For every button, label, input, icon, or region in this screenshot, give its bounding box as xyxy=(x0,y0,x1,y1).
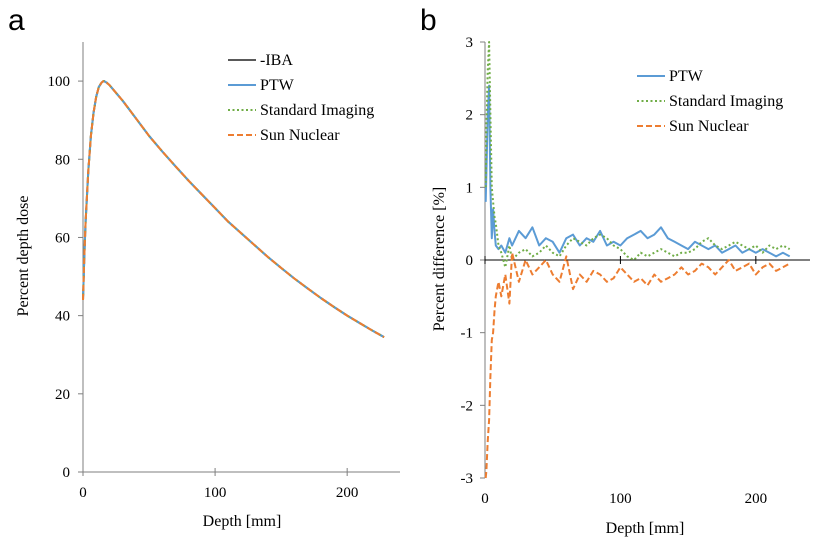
panel-a-y-tick-label: 40 xyxy=(55,309,70,325)
panel-a-series-standard-imaging xyxy=(82,80,385,338)
panel-a-plot-area: 0 20 40 60 80 100 0 100 200 xyxy=(48,42,400,501)
panel-a-y-tick-label: 60 xyxy=(55,230,70,246)
panel-a-y-tick-label: 20 xyxy=(55,387,70,403)
panel-a-x-tick-label: 100 xyxy=(204,485,227,501)
panel-b-x-tick-label: 0 xyxy=(481,491,489,507)
panel-b-series-standard-imaging xyxy=(484,41,791,269)
panel-a-x-tick-label: 0 xyxy=(79,485,87,501)
chart-panel-a: a 0 20 40 60 80 100 0 100 200 Depth [mm] Percent… xyxy=(8,4,400,530)
panel-b-legend-label: Sun Nuclear xyxy=(669,118,749,135)
panel-a-legend-label: Sun Nuclear xyxy=(260,127,340,144)
panel-b-y-axis-title: Percent difference [%] xyxy=(431,187,448,332)
panel-b-y-tick-label: 3 xyxy=(466,35,474,51)
panel-b-y-tick-label: 2 xyxy=(466,108,474,124)
panel-b-plot-area: -3 -2 -1 0 1 2 3 0 100 200 xyxy=(461,35,810,507)
panel-b-series-ptw xyxy=(484,84,791,258)
panel-b-legend: PTW Standard Imaging Sun Nuclear xyxy=(637,68,783,135)
panel-b-legend-label: Standard Imaging xyxy=(669,93,783,110)
panel-a-series-ptw xyxy=(82,80,385,338)
panel-a-legend-label: Standard Imaging xyxy=(260,102,374,119)
panel-a-x-tick-label: 200 xyxy=(336,485,359,501)
panel-b-y-tick-label: -1 xyxy=(461,326,474,342)
panel-b-x-tick-label: 100 xyxy=(609,491,632,507)
chart-panel-b: b -3 -2 -1 0 1 2 3 0 100 200 Depth [mm] Percent d… xyxy=(420,4,810,537)
panel-b-x-tick-label: 200 xyxy=(745,491,768,507)
panel-a-y-tick-label: 80 xyxy=(55,152,70,168)
panel-b-y-tick-label: 1 xyxy=(466,180,474,196)
panel-a-legend: -IBA PTW Standard Imaging Sun Nuclear xyxy=(228,52,374,144)
panel-b-y-tick-label: -2 xyxy=(461,398,474,414)
panel-a-y-tick-label: 100 xyxy=(48,74,71,90)
panel-a-y-tick-label: 0 xyxy=(63,465,71,481)
panel-b-series-sun-nuclear xyxy=(484,251,791,479)
panel-a-letter: a xyxy=(8,4,25,37)
panel-a-series-iba xyxy=(82,80,385,338)
panel-a-x-axis-title: Depth [mm] xyxy=(203,513,282,530)
panel-a-legend-label: -IBA xyxy=(260,52,293,69)
panel-a-series-sun-nuclear xyxy=(82,80,385,338)
panel-b-y-tick-label: 0 xyxy=(466,253,474,269)
panel-b-legend-label: PTW xyxy=(669,68,704,85)
panel-b-x-axis-title: Depth [mm] xyxy=(606,520,685,537)
panel-b-y-tick-label: -3 xyxy=(461,471,474,487)
panel-a-legend-label: PTW xyxy=(260,77,295,94)
panel-a-y-axis-title: Percent depth dose xyxy=(15,196,32,317)
panel-b-letter: b xyxy=(420,4,437,37)
